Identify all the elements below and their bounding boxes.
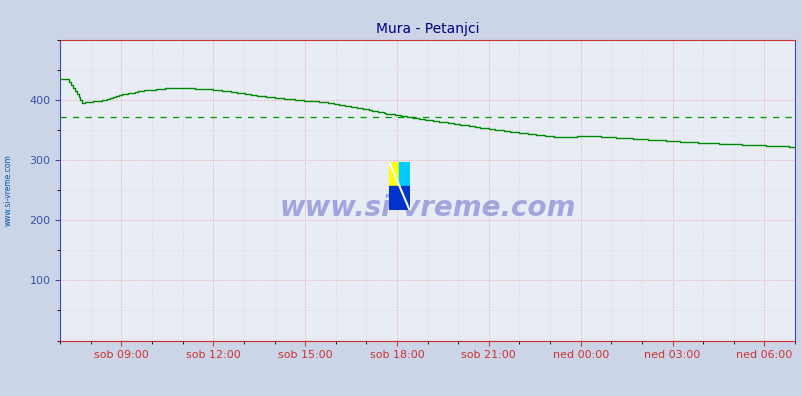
Text: www.si-vreme.com: www.si-vreme.com xyxy=(279,194,575,222)
Bar xyxy=(389,162,399,186)
Bar xyxy=(399,162,409,186)
Title: Mura - Petanjci: Mura - Petanjci xyxy=(375,22,479,36)
Text: www.si-vreme.com: www.si-vreme.com xyxy=(3,154,13,226)
Bar xyxy=(389,186,409,210)
